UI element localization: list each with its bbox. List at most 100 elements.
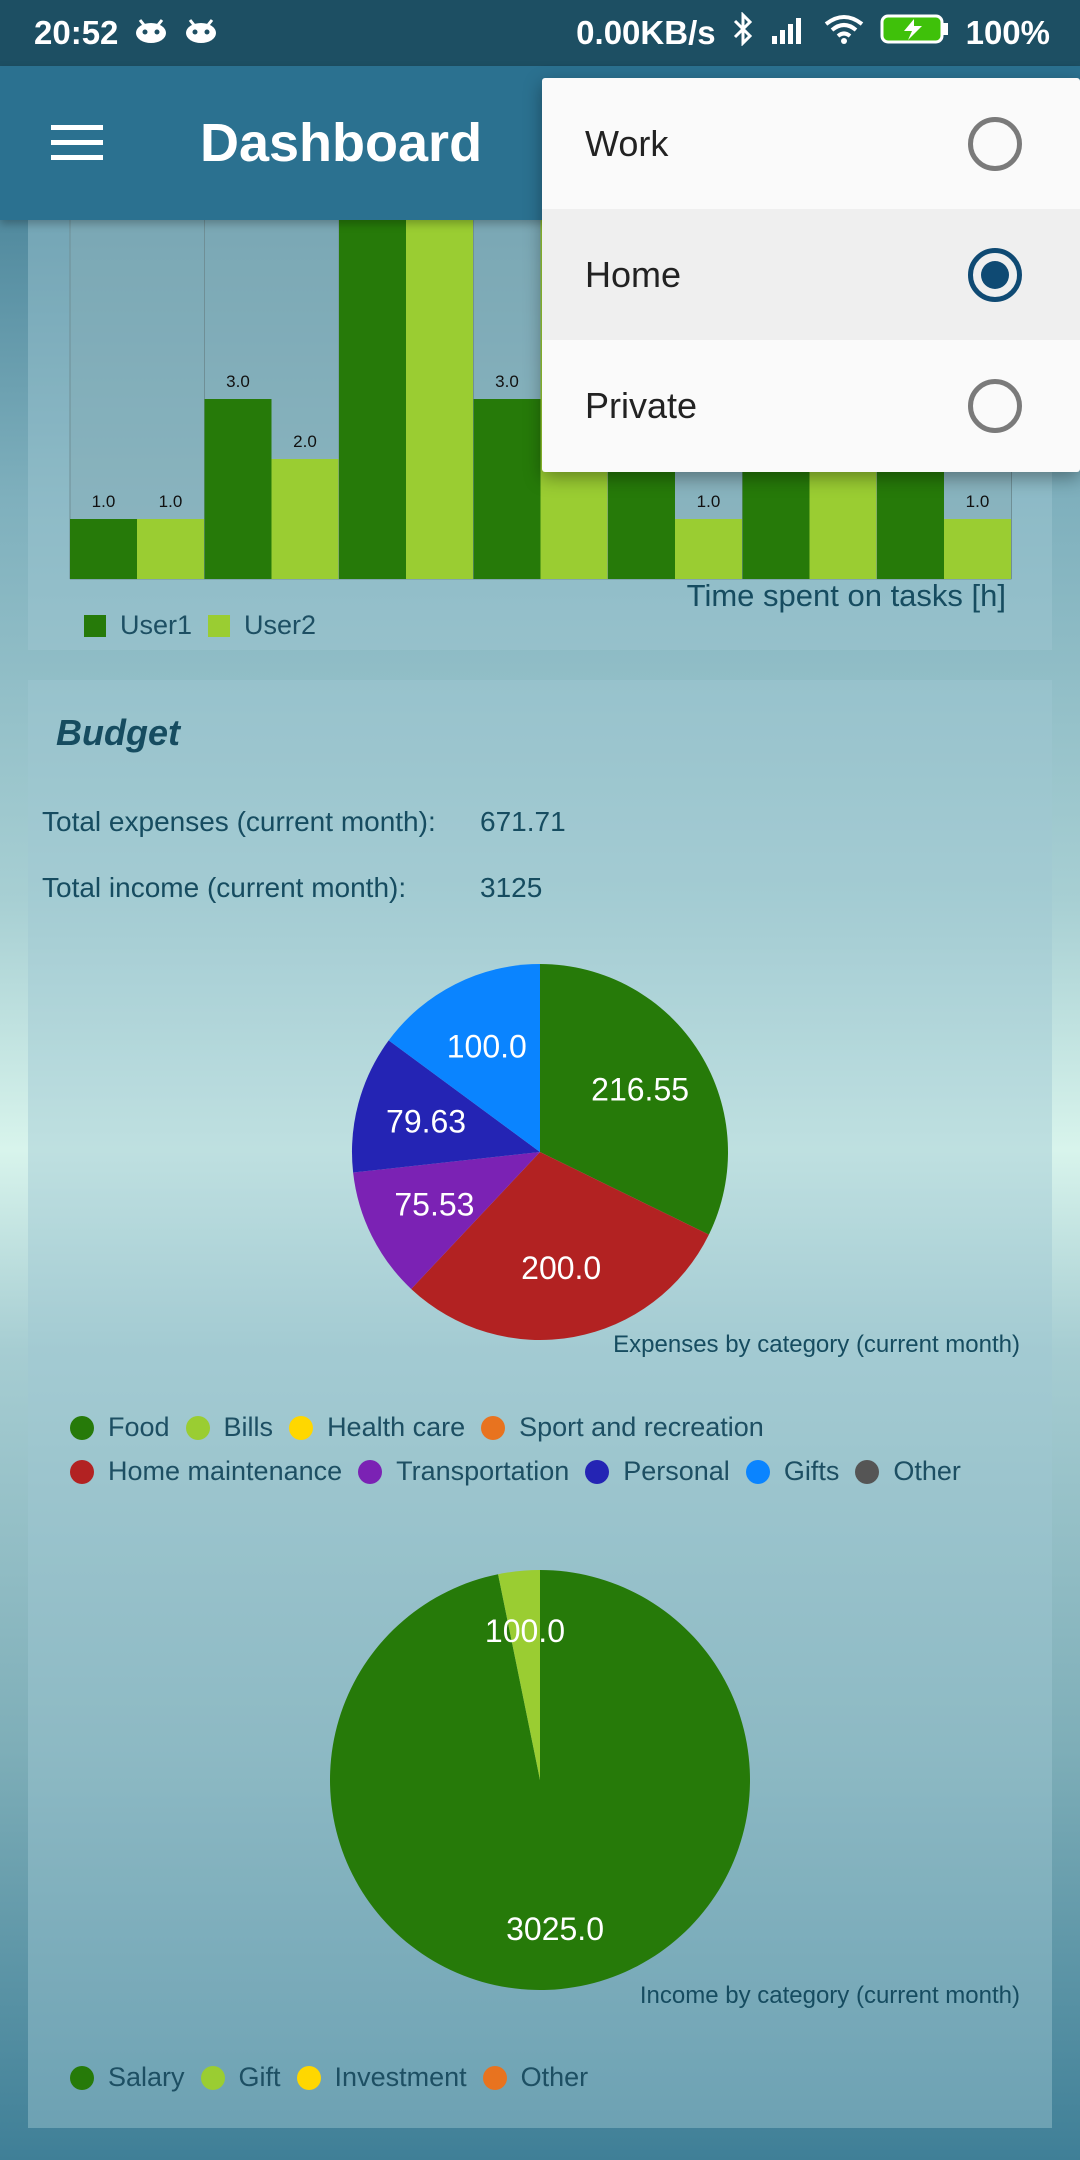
bar-data-label: 1.0 (159, 492, 183, 511)
legend-item: Home maintenance (70, 1456, 342, 1487)
popup-option-private[interactable]: Private (542, 340, 1080, 471)
expenses-legend-row-1: Food Bills Health care Sport and recreat… (70, 1412, 780, 1443)
bar (944, 519, 1011, 579)
android-icon (184, 14, 218, 52)
pie-slice-label: 100.0 (485, 1613, 565, 1649)
popup-option-home[interactable]: Home (542, 209, 1080, 340)
net-speed: 0.00KB/s (576, 14, 716, 51)
legend-dot (481, 1415, 506, 1440)
legend-label: Salary (108, 2062, 185, 2092)
legend-item: Other (482, 2062, 589, 2093)
legend-dot (289, 1415, 314, 1440)
pie-slice-label: 79.63 (386, 1103, 466, 1139)
legend-label: Bills (223, 1412, 274, 1442)
tasks-chart-legend: User1 User2 (84, 610, 332, 641)
pie-slice-label: 216.55 (591, 1072, 689, 1108)
legend-item: Sport and recreation (481, 1412, 764, 1443)
legend-label: Health care (327, 1412, 466, 1442)
bar (204, 399, 272, 579)
battery-charging-icon (880, 13, 950, 53)
bar (70, 519, 137, 579)
income-legend: Salary Gift Investment Other (70, 2062, 604, 2093)
legend-item: Food (70, 1412, 170, 1443)
legend-swatch (208, 614, 231, 637)
legend-item: User2 (208, 610, 316, 641)
bar (137, 519, 204, 579)
signal-icon (770, 14, 808, 52)
pie-slice (353, 1152, 540, 1289)
legend-item: Other (855, 1456, 961, 1487)
legend-label: User1 (120, 610, 193, 640)
bar (271, 459, 339, 579)
radio-dot (981, 260, 1009, 289)
bar (406, 200, 473, 579)
hamburger-menu-icon[interactable] (38, 104, 116, 182)
popup-option-label: Work (585, 122, 669, 164)
legend-dot (70, 2065, 94, 2090)
tasks-chart-caption: Time spent on tasks [h] (686, 578, 1006, 613)
popup-option-label: Private (585, 384, 698, 426)
bar-data-label: 2.0 (293, 432, 317, 451)
total-income-label: Total income (current month): (42, 872, 407, 903)
category-popup-menu: Work Home Private (542, 78, 1080, 472)
android-icon (134, 14, 168, 52)
legend-label: Home maintenance (108, 1456, 343, 1486)
legend-dot (585, 1459, 610, 1484)
legend-label: Personal (623, 1456, 730, 1486)
income-chart-caption: Income by category (current month) (639, 1982, 1020, 2009)
total-expenses-label: Total expenses (current month): (42, 806, 436, 837)
total-income-value: 3125 (480, 872, 543, 903)
pie-slice (411, 1152, 709, 1340)
legend-item: Health care (289, 1412, 465, 1443)
pie-slice-label: 3025.0 (506, 1911, 604, 1947)
legend-swatch (84, 614, 106, 637)
legend-dot (70, 1459, 94, 1484)
legend-label: Other (893, 1456, 961, 1486)
legend-item: Salary (70, 2062, 185, 2093)
legend-item: Transportation (358, 1456, 569, 1487)
legend-label: Gift (238, 2062, 281, 2092)
income-pie-chart: 3025.0 100.0 (330, 1570, 750, 1990)
legend-label: Sport and recreation (519, 1412, 764, 1442)
legend-dot (358, 1459, 383, 1484)
legend-item: User1 (84, 610, 192, 641)
pie-slice (498, 1570, 540, 1780)
bar-data-label: 3.0 (226, 372, 250, 391)
popup-option-work[interactable]: Work (542, 78, 1080, 209)
bar-data-label: 1.0 (966, 492, 990, 511)
bluetooth-icon (732, 11, 754, 54)
legend-item: Investment (296, 2062, 467, 2093)
legend-item: Gift (200, 2062, 281, 2093)
legend-dot (482, 2065, 507, 2090)
bar-data-label: 1.0 (697, 492, 721, 511)
bar (675, 519, 742, 579)
bar-data-label: 1.0 (92, 492, 116, 511)
legend-dot (200, 2065, 225, 2090)
page-title: Dashboard (200, 113, 483, 173)
radio-unselected-icon[interactable] (968, 378, 1022, 433)
legend-label: Gifts (783, 1456, 840, 1486)
pie-slice-label: 100.0 (447, 1029, 527, 1065)
pie-slice (388, 964, 540, 1152)
wifi-icon (824, 14, 864, 52)
legend-item: Gifts (745, 1456, 840, 1487)
legend-dot (296, 2065, 321, 2090)
radio-unselected-icon[interactable] (968, 116, 1022, 171)
legend-label: Other (520, 2062, 589, 2092)
budget-title: Budget (56, 712, 180, 753)
legend-label: Transportation (396, 1456, 570, 1486)
legend-label: User2 (244, 610, 317, 640)
status-time: 20:52 (34, 14, 119, 51)
legend-item: Bills (185, 1412, 274, 1443)
expenses-legend-row-2: Home maintenance Transportation Personal… (70, 1456, 977, 1487)
popup-option-label: Home (585, 253, 682, 295)
legend-label: Investment (334, 2062, 467, 2092)
legend-item: Personal (585, 1456, 730, 1487)
radio-selected-icon[interactable] (968, 247, 1022, 302)
expenses-pie-chart: 216.55 200.0 75.53 79.63 100.0 (352, 964, 728, 1340)
pie-slice-label: 75.53 (394, 1187, 474, 1223)
legend-dot (185, 1415, 210, 1440)
bar (339, 200, 406, 579)
total-expenses-value: 671.71 (480, 806, 566, 837)
legend-dot (70, 1415, 94, 1440)
